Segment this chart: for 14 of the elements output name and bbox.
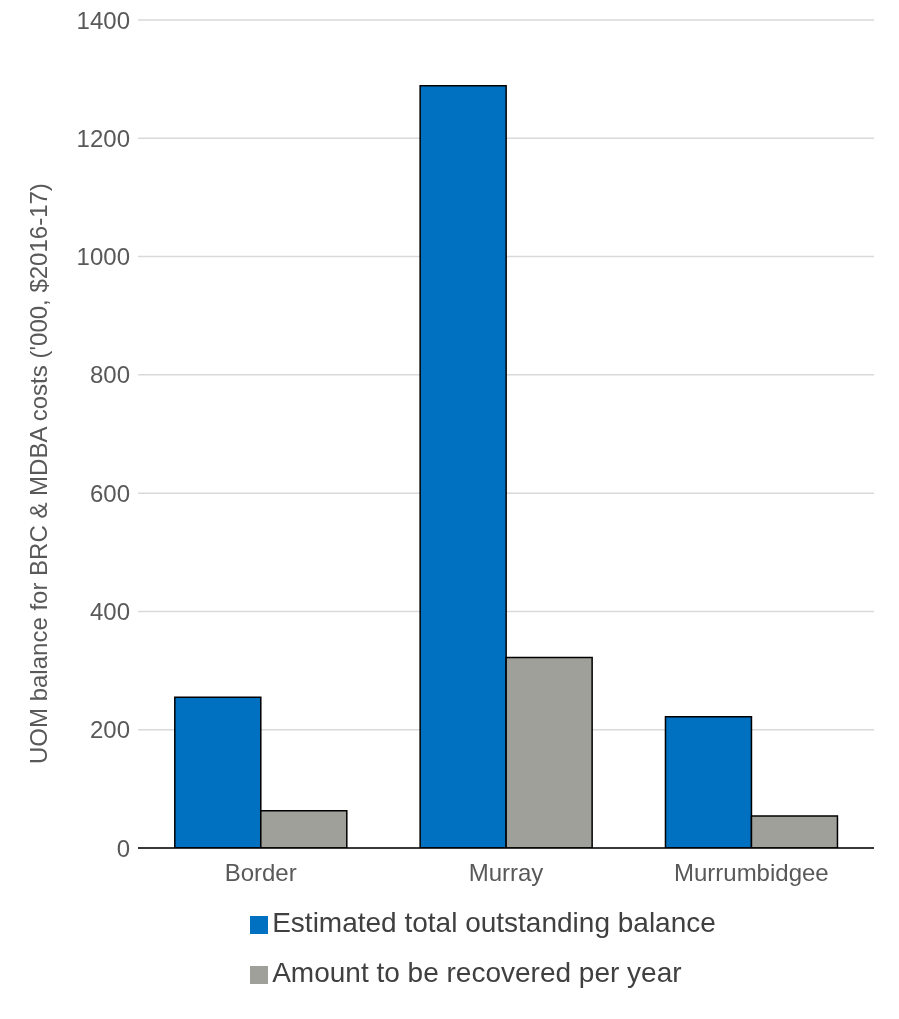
y-tick-label: 400 [89, 597, 130, 625]
y-tick-label: 600 [89, 479, 130, 507]
y-axis-title: UOM balance for BRC & MDBA costs ('000, $2016-17) [24, 183, 52, 764]
y-tick-label: 200 [89, 716, 130, 744]
y-tick-label: 800 [89, 361, 130, 389]
x-tick-label: Murrumbidgee [673, 859, 829, 887]
y-tick-label: 1200 [76, 124, 130, 152]
y-tick-label: 1000 [76, 243, 130, 271]
y-tick-label: 1400 [76, 6, 130, 34]
legend-label: Estimated total outstanding balance [272, 907, 716, 938]
x-tick-label: Border [224, 859, 297, 887]
x-tick-label: Murray [468, 859, 544, 887]
y-tick-label: 0 [116, 834, 130, 862]
legend-label: Amount to be recovered per year [272, 957, 682, 988]
